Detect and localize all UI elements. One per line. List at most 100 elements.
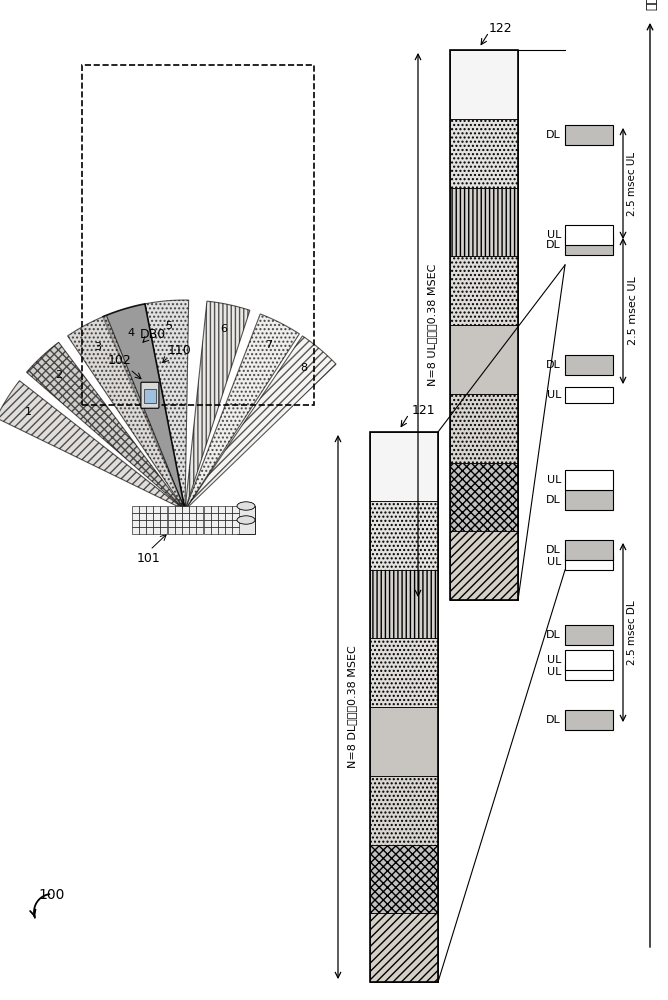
Bar — [138, 506, 146, 513]
Bar — [565, 650, 613, 670]
Text: 100: 100 — [38, 888, 64, 902]
Bar — [204, 520, 210, 527]
Text: 110: 110 — [168, 344, 192, 357]
Text: N=8 DL波束＝0.38 MSEC: N=8 DL波束＝0.38 MSEC — [347, 646, 357, 768]
Bar — [188, 506, 196, 513]
Text: DL: DL — [546, 715, 561, 725]
Bar — [82, 65, 314, 405]
Text: 2.5 msec UL: 2.5 msec UL — [627, 152, 637, 216]
Bar — [565, 235, 613, 255]
Bar — [204, 513, 210, 520]
Bar — [152, 520, 160, 527]
Bar — [450, 531, 518, 600]
Bar — [174, 520, 182, 527]
Ellipse shape — [237, 502, 255, 510]
Text: DL: DL — [546, 130, 561, 140]
Bar — [370, 432, 438, 982]
Polygon shape — [185, 336, 336, 510]
Bar — [237, 506, 255, 534]
Bar — [168, 513, 174, 520]
Bar — [160, 520, 166, 527]
Bar — [210, 506, 218, 513]
Bar — [174, 513, 182, 520]
Text: DL: DL — [546, 630, 561, 640]
Bar — [138, 520, 146, 527]
Bar — [152, 527, 160, 534]
Bar — [210, 527, 218, 534]
Bar — [188, 513, 196, 520]
Bar — [450, 462, 518, 531]
Bar — [196, 513, 202, 520]
Bar — [565, 225, 613, 245]
Bar — [168, 506, 174, 513]
Text: UL: UL — [546, 475, 561, 485]
Bar — [146, 520, 152, 527]
Bar — [565, 625, 613, 645]
Bar — [132, 513, 138, 520]
Bar — [565, 470, 613, 490]
Text: 2.5 msec UL: 2.5 msec UL — [628, 277, 638, 345]
Polygon shape — [185, 301, 250, 510]
Text: DL: DL — [546, 495, 561, 505]
Text: 时间: 时间 — [645, 0, 659, 10]
Text: 6: 6 — [220, 324, 227, 334]
Text: 2: 2 — [55, 370, 62, 380]
Bar — [146, 527, 152, 534]
Text: 102: 102 — [108, 354, 132, 367]
Bar — [210, 513, 218, 520]
Bar — [152, 506, 160, 513]
Polygon shape — [27, 342, 185, 510]
Ellipse shape — [237, 516, 255, 524]
Text: 3: 3 — [95, 342, 102, 352]
Bar — [450, 119, 518, 188]
Text: UL: UL — [546, 667, 561, 677]
Text: UL: UL — [546, 655, 561, 665]
Text: 1: 1 — [25, 407, 31, 417]
Bar — [370, 913, 438, 982]
Bar — [450, 188, 518, 256]
Bar — [196, 520, 202, 527]
Bar — [218, 506, 224, 513]
Text: 8: 8 — [301, 363, 307, 373]
Bar — [218, 527, 224, 534]
Bar — [160, 506, 166, 513]
Bar — [132, 506, 138, 513]
Bar — [188, 520, 196, 527]
Text: UL: UL — [546, 230, 561, 240]
Bar — [160, 527, 166, 534]
Text: UL: UL — [546, 390, 561, 400]
Text: N=8 UL波束＝0.38 MSEC: N=8 UL波束＝0.38 MSEC — [427, 264, 437, 386]
Bar — [132, 520, 138, 527]
Text: 7: 7 — [265, 340, 273, 350]
Bar — [196, 527, 202, 534]
Bar — [370, 776, 438, 844]
Bar — [370, 844, 438, 913]
Bar — [138, 513, 146, 520]
Bar — [144, 389, 156, 403]
Bar — [146, 513, 152, 520]
Bar — [132, 527, 138, 534]
Bar — [182, 520, 188, 527]
Bar — [232, 527, 238, 534]
Text: 101: 101 — [137, 552, 161, 564]
Bar — [224, 520, 232, 527]
Bar — [204, 506, 210, 513]
Bar — [224, 513, 232, 520]
Bar — [174, 506, 182, 513]
Bar — [168, 527, 174, 534]
Text: 121: 121 — [412, 403, 436, 416]
Polygon shape — [103, 304, 185, 510]
Bar — [218, 513, 224, 520]
Bar — [174, 527, 182, 534]
Text: DL: DL — [546, 240, 561, 250]
Bar — [232, 506, 238, 513]
Bar — [370, 638, 438, 707]
Bar — [224, 527, 232, 534]
Bar — [450, 256, 518, 325]
Text: 5: 5 — [166, 321, 172, 331]
Polygon shape — [145, 300, 188, 510]
Bar — [565, 490, 613, 510]
Text: 2.5 msec DL: 2.5 msec DL — [627, 601, 637, 665]
Bar — [565, 710, 613, 730]
Text: DL: DL — [546, 545, 561, 555]
